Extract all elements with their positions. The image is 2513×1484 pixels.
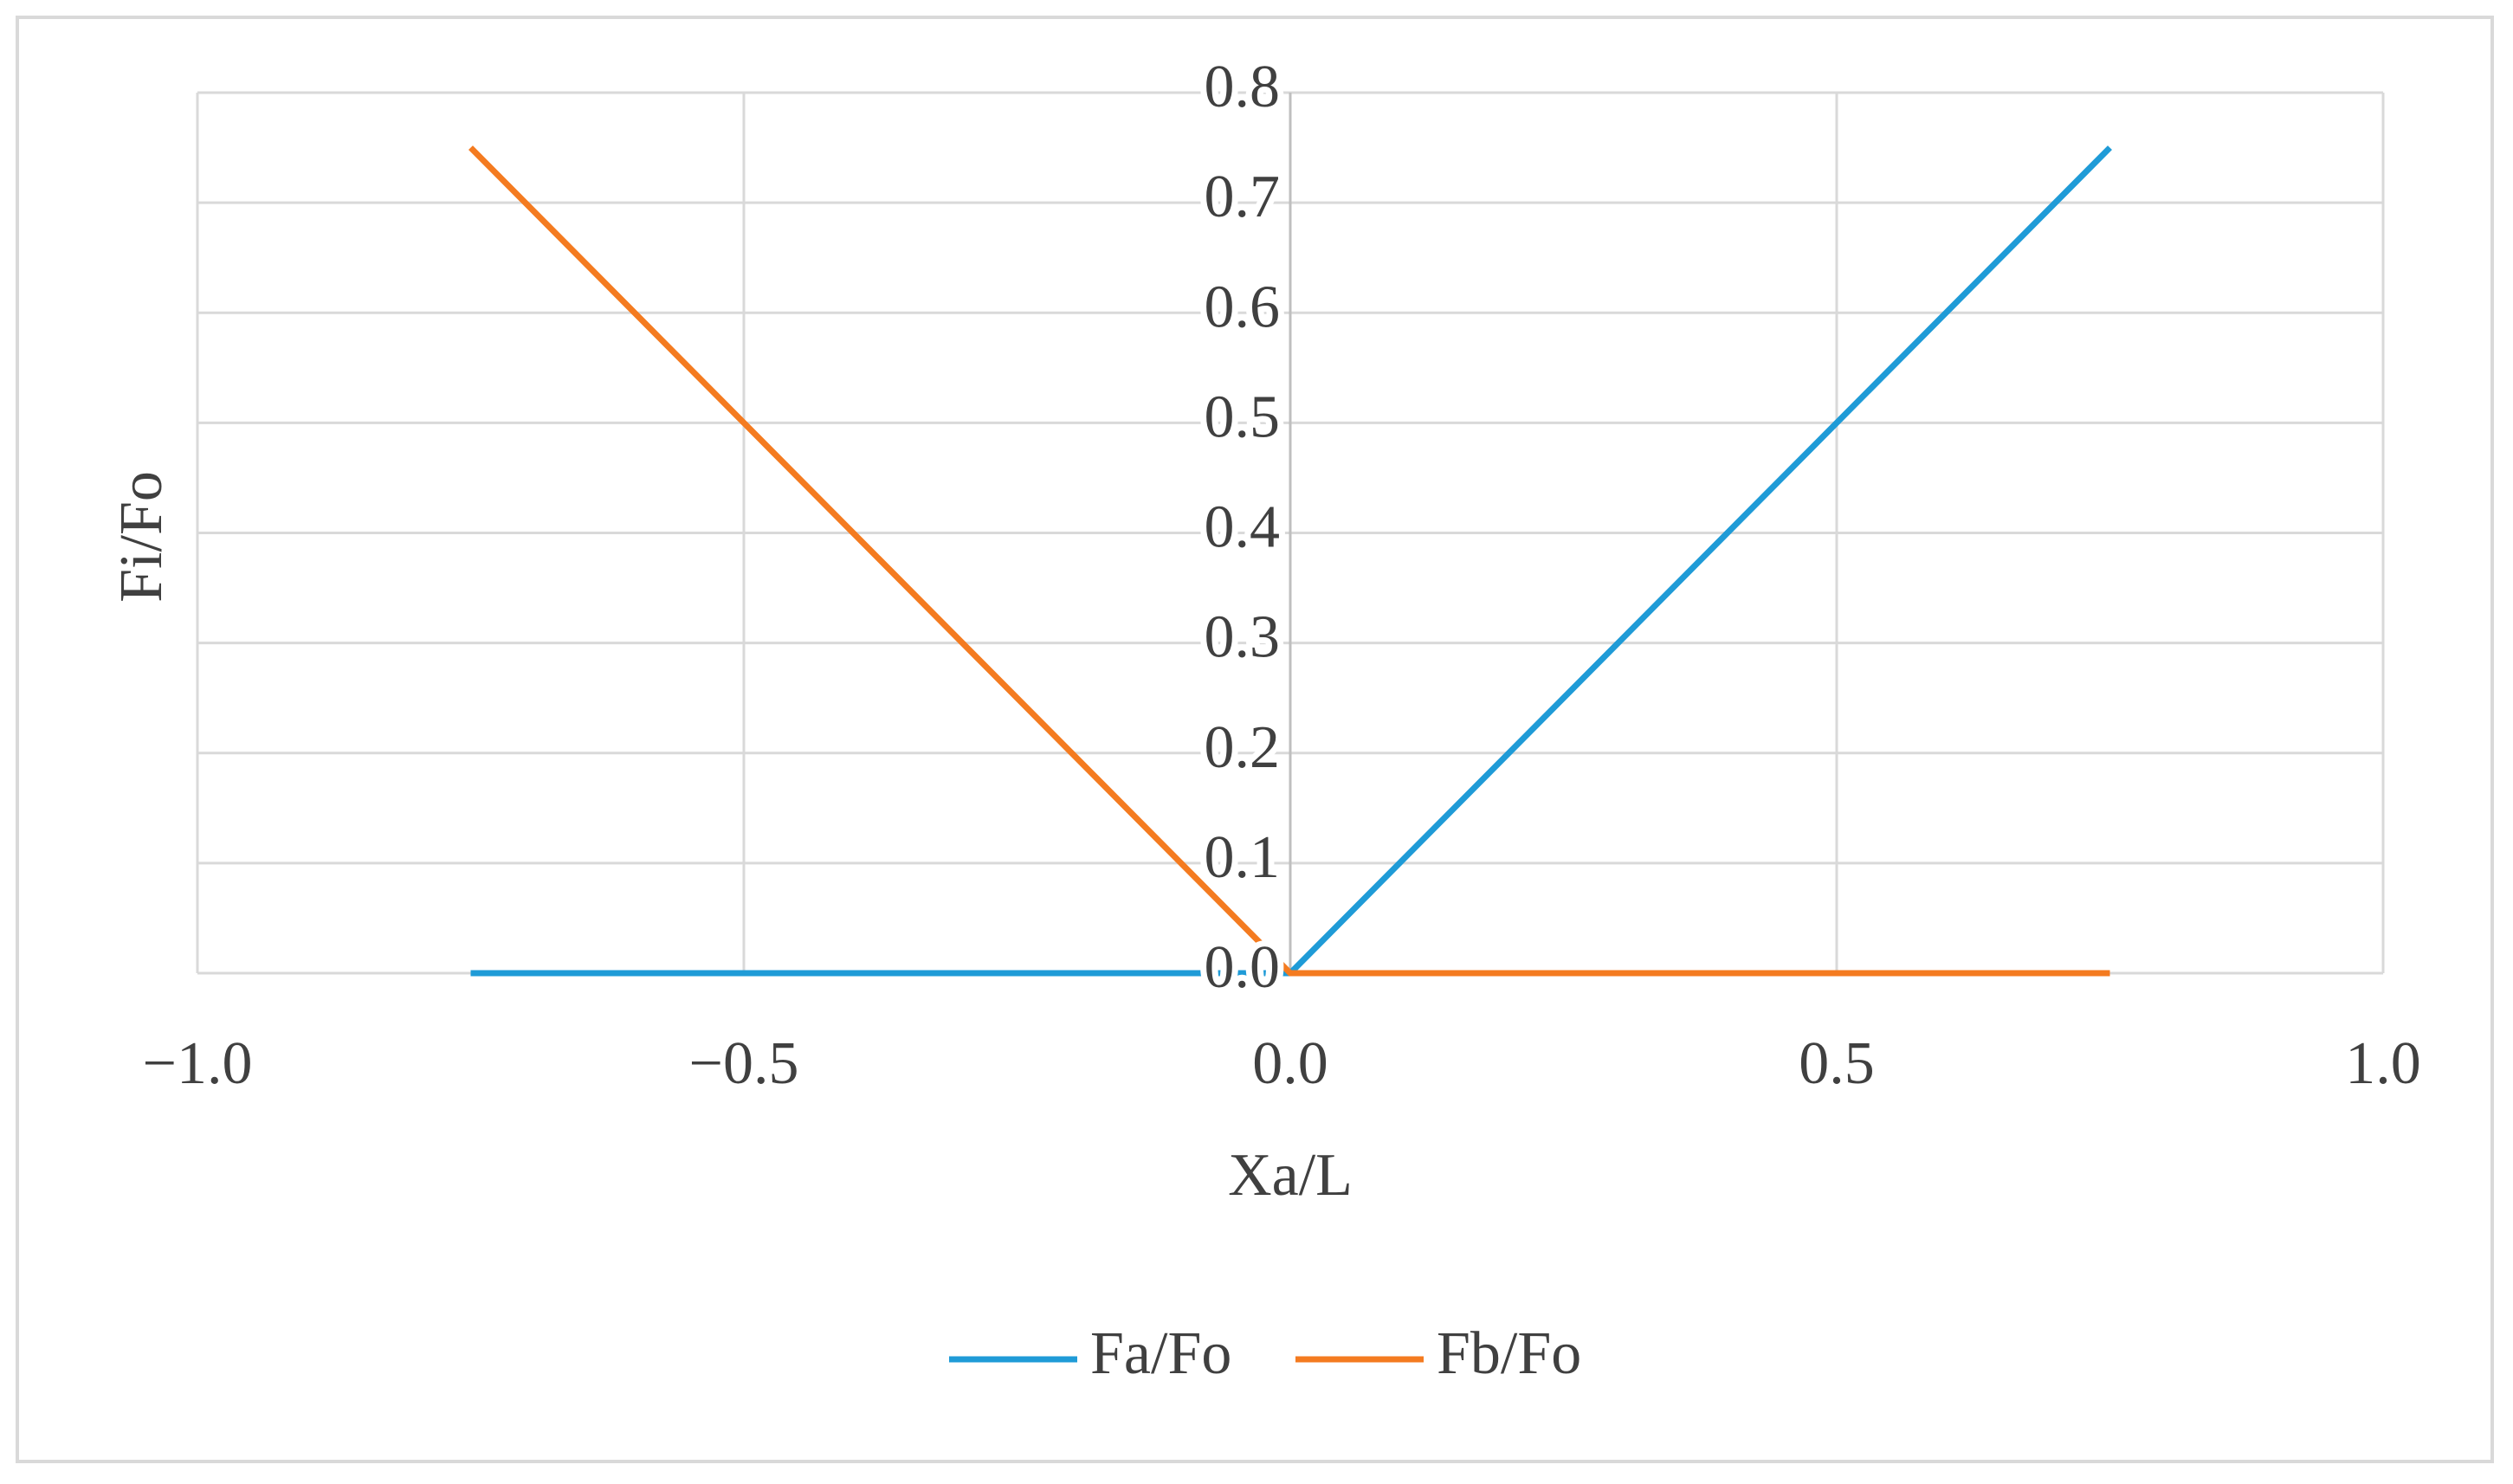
x-tick-label: −0.5 [689,1030,799,1097]
x-tick-label: 0.5 [1799,1030,1875,1097]
x-tick-label: 0.0 [1252,1030,1328,1097]
y-tick-label: 0.8 [1205,54,1281,120]
legend-label: Fa/Fo [1090,1320,1231,1387]
y-tick-label: 0.2 [1205,714,1281,781]
series-line [468,145,2110,977]
tick-labels: 0.0 0.1 0.2 0.3 0.4 0.5 0.6 0.7 0.8 −1.0 −0.5 0.0 0.… [143,48,2421,1097]
legend: Fa/Fo Fb/Fo [949,1320,1581,1387]
y-tick-label: 0.5 [1205,384,1281,450]
chart-frame [16,16,2494,1463]
x-tick-label: −1.0 [143,1030,253,1097]
y-tick-label: 0.4 [1205,494,1281,561]
x-axis-title: Xa/L [1228,1142,1353,1209]
y-tick-label: 0.3 [1205,604,1281,671]
y-tick-label: 0.6 [1205,274,1281,340]
y-axis-title: Fi/Fo [108,471,175,603]
plot-area [468,145,2112,977]
legend-label: Fb/Fo [1437,1320,1581,1387]
x-tick-label: 1.0 [2345,1030,2421,1097]
y-tick-label: 0.0 [1205,934,1281,1001]
y-tick-label: 0.7 [1205,164,1281,230]
y-tick-label: 0.1 [1205,824,1281,891]
